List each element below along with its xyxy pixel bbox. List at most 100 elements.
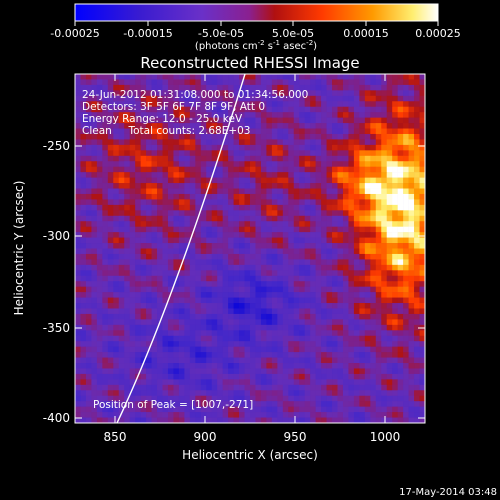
- image-pixel: [102, 188, 109, 195]
- image-pixel: [217, 406, 223, 413]
- image-pixel: [288, 117, 295, 124]
- image-pixel: [315, 204, 322, 211]
- image-pixel: [266, 166, 273, 173]
- image-pixel: [107, 297, 114, 304]
- image-pixel: [140, 221, 147, 227]
- image-pixel: [228, 384, 234, 391]
- image-pixel: [96, 155, 103, 162]
- image-pixel: [233, 177, 240, 184]
- image-pixel: [206, 368, 213, 375]
- image-pixel: [167, 313, 174, 320]
- image-pixel: [146, 161, 152, 167]
- image-pixel: [386, 303, 393, 309]
- image-pixel: [255, 90, 262, 97]
- image-pixel: [200, 79, 207, 86]
- image-pixel: [173, 412, 180, 418]
- image-pixel: [118, 74, 125, 80]
- image-pixel: [178, 150, 185, 157]
- image-pixel: [321, 292, 327, 298]
- image-pixel: [244, 406, 251, 413]
- image-pixel: [151, 128, 158, 135]
- image-pixel: [211, 204, 218, 211]
- image-pixel: [162, 417, 169, 423]
- image-pixel: [91, 379, 98, 386]
- image-pixel: [266, 243, 273, 249]
- image-pixel: [124, 84, 130, 91]
- colorbar-tick-label: -5.0e-05: [198, 27, 244, 40]
- colorbar-units: (photons cm-2 s-1 asec-2): [195, 39, 317, 52]
- image-pixel: [397, 95, 404, 102]
- image-pixel: [304, 363, 311, 369]
- image-pixel: [310, 204, 316, 211]
- image-pixel: [151, 406, 158, 413]
- image-pixel: [167, 330, 174, 337]
- image-pixel: [178, 275, 185, 282]
- image-pixel: [332, 106, 338, 113]
- image-pixel: [206, 221, 213, 227]
- image-pixel: [375, 275, 382, 282]
- image-pixel: [129, 406, 136, 413]
- image-pixel: [151, 412, 158, 418]
- image-pixel: [386, 215, 393, 222]
- image-pixel: [157, 253, 163, 260]
- image-pixel: [107, 221, 114, 227]
- image-pixel: [167, 303, 174, 309]
- image-pixel: [200, 139, 207, 146]
- image-pixel: [239, 368, 245, 375]
- image-pixel: [140, 297, 147, 304]
- image-pixel: [386, 161, 393, 167]
- image-pixel: [392, 79, 398, 86]
- image-pixel: [260, 237, 267, 244]
- image-pixel: [228, 161, 234, 167]
- image-pixel: [260, 384, 267, 391]
- image-pixel: [397, 221, 404, 227]
- image-pixel: [107, 259, 114, 266]
- image-pixel: [321, 297, 327, 304]
- image-pixel: [178, 379, 185, 386]
- image-pixel: [408, 90, 415, 97]
- image-pixel: [315, 90, 322, 97]
- image-pixel: [277, 264, 284, 271]
- image-pixel: [282, 226, 289, 233]
- image-pixel: [277, 123, 284, 129]
- image-pixel: [255, 150, 262, 157]
- image-pixel: [342, 330, 349, 337]
- image-pixel: [271, 210, 278, 217]
- image-pixel: [189, 193, 196, 200]
- image-pixel: [239, 237, 245, 244]
- image-pixel: [151, 101, 158, 108]
- image-pixel: [392, 177, 398, 184]
- image-pixel: [310, 243, 316, 249]
- image-pixel: [200, 286, 207, 293]
- image-pixel: [124, 155, 130, 162]
- image-pixel: [266, 215, 273, 222]
- image-pixel: [271, 199, 278, 206]
- image-pixel: [310, 106, 316, 113]
- image-pixel: [255, 243, 262, 249]
- image-pixel: [386, 313, 393, 320]
- plot-title: Reconstructed RHESSI Image: [140, 54, 359, 72]
- image-pixel: [266, 324, 273, 331]
- image-pixel: [146, 128, 152, 135]
- image-pixel: [403, 117, 409, 124]
- image-pixel: [277, 150, 284, 157]
- image-pixel: [151, 177, 158, 184]
- image-pixel: [348, 330, 355, 337]
- image-pixel: [102, 373, 109, 380]
- image-pixel: [364, 133, 371, 140]
- image-pixel: [85, 117, 92, 124]
- image-pixel: [271, 177, 278, 184]
- image-pixel: [118, 281, 125, 287]
- image-pixel: [288, 74, 295, 80]
- image-pixel: [288, 128, 295, 135]
- image-pixel: [403, 215, 409, 222]
- image-pixel: [178, 199, 185, 206]
- image-pixel: [255, 112, 262, 118]
- image-pixel: [124, 401, 130, 407]
- image-pixel: [337, 243, 344, 249]
- image-pixel: [364, 270, 371, 277]
- image-pixel: [315, 95, 322, 102]
- image-pixel: [80, 232, 87, 238]
- image-pixel: [157, 177, 163, 184]
- image-pixel: [282, 379, 289, 386]
